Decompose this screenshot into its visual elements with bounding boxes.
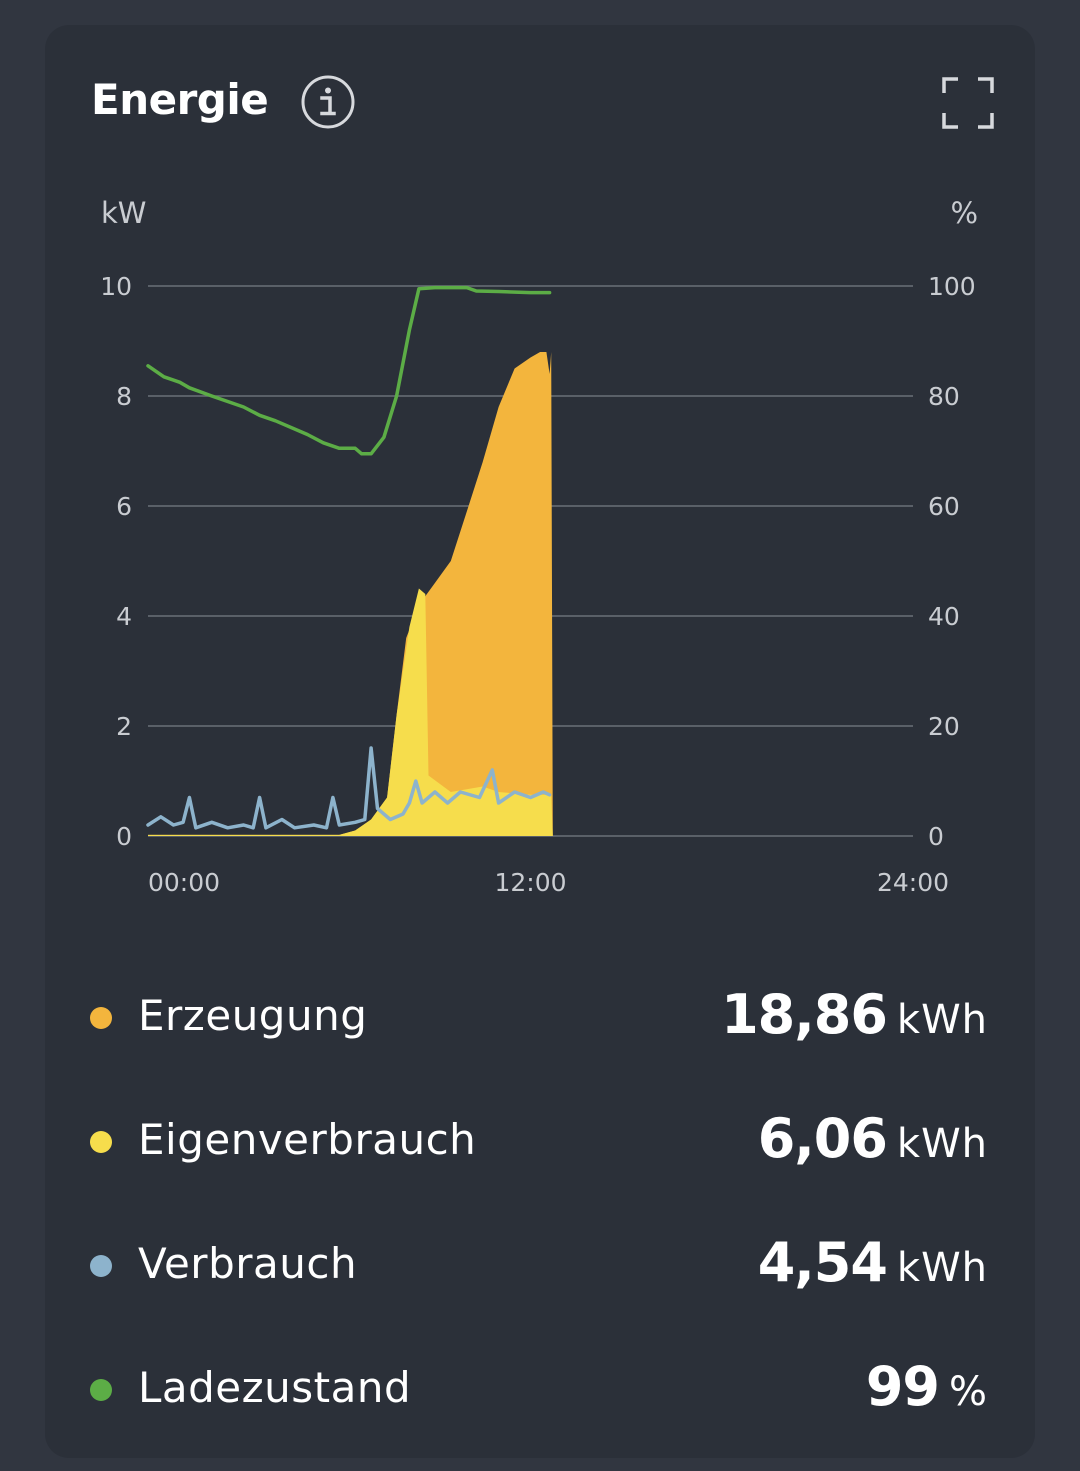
x-tick: 12:00 — [494, 868, 566, 897]
card-title: Energie — [91, 75, 269, 124]
series-line-ladezustand — [146, 285, 552, 456]
legend-label: Eigenverbrauch — [138, 1115, 477, 1164]
legend-dot-ladezustand — [90, 1379, 112, 1401]
y-tick-left: 2 — [116, 712, 132, 741]
value-unit: % — [948, 1369, 988, 1415]
energy-chart: kW % 0 0 2 20 4 40 6 60 8 80 10 100 00:00 12:00 24:00 — [100, 196, 978, 897]
y-tick-left: 4 — [116, 602, 132, 631]
y-tick-left: 6 — [116, 492, 132, 521]
legend-value: 4,54 kWh — [758, 1231, 988, 1294]
y-tick-right: 40 — [928, 602, 960, 631]
y-tick-right: 20 — [928, 712, 960, 741]
legend-label: Ladezustand — [138, 1363, 412, 1412]
x-tick: 00:00 — [148, 868, 220, 897]
y-axis-right-unit: % — [950, 196, 978, 230]
value-unit: kWh — [896, 1121, 988, 1167]
y-tick-right: 80 — [928, 382, 960, 411]
energy-card: Energie kW% 0 0 2 20 4 40 6 60 8 80 10 100 00:00 12:00… — [45, 25, 1035, 1458]
legend-item-verbrauch: Verbrauch 4,54 kWh — [45, 1231, 1035, 1301]
legend-value: 6,06 kWh — [758, 1107, 988, 1170]
info-circle-icon[interactable] — [301, 75, 355, 129]
y-tick-left: 0 — [116, 822, 132, 851]
legend-dot-eigenverbrauch — [90, 1131, 112, 1153]
legend-item-erzeugung: Erzeugung 18,86 kWh — [45, 983, 1035, 1053]
legend-item-ladezustand: Ladezustand 99% — [45, 1355, 1035, 1425]
x-tick: 24:00 — [877, 868, 949, 897]
value-number: 18,86 — [721, 983, 888, 1046]
y-tick-right: 60 — [928, 492, 960, 521]
legend-dot-verbrauch — [90, 1255, 112, 1277]
y-tick-left: 8 — [116, 382, 132, 411]
legend-item-eigenverbrauch: Eigenverbrauch 6,06 kWh — [45, 1107, 1035, 1177]
y-tick-left: 10 — [100, 272, 132, 301]
value-unit: kWh — [896, 1245, 988, 1291]
legend-label: Erzeugung — [138, 991, 368, 1040]
value-number: 99 — [865, 1355, 940, 1418]
legend-dot-erzeugung — [90, 1007, 112, 1029]
fullscreen-icon[interactable] — [942, 77, 994, 129]
legend-value: 99% — [866, 1355, 988, 1418]
y-tick-right: 0 — [928, 822, 944, 851]
legend-value: 18,86 kWh — [721, 983, 988, 1046]
y-axis-left-unit: kW — [101, 196, 146, 230]
series-area-eigenverbrauch — [148, 588, 553, 836]
value-number: 6,06 — [757, 1107, 888, 1170]
series-area-erzeugung — [148, 352, 553, 836]
y-tick-right: 100 — [928, 272, 976, 301]
value-number: 4,54 — [757, 1231, 888, 1294]
value-unit: kWh — [896, 997, 988, 1043]
legend-label: Verbrauch — [138, 1239, 358, 1288]
series-line-verbrauch — [146, 746, 552, 830]
